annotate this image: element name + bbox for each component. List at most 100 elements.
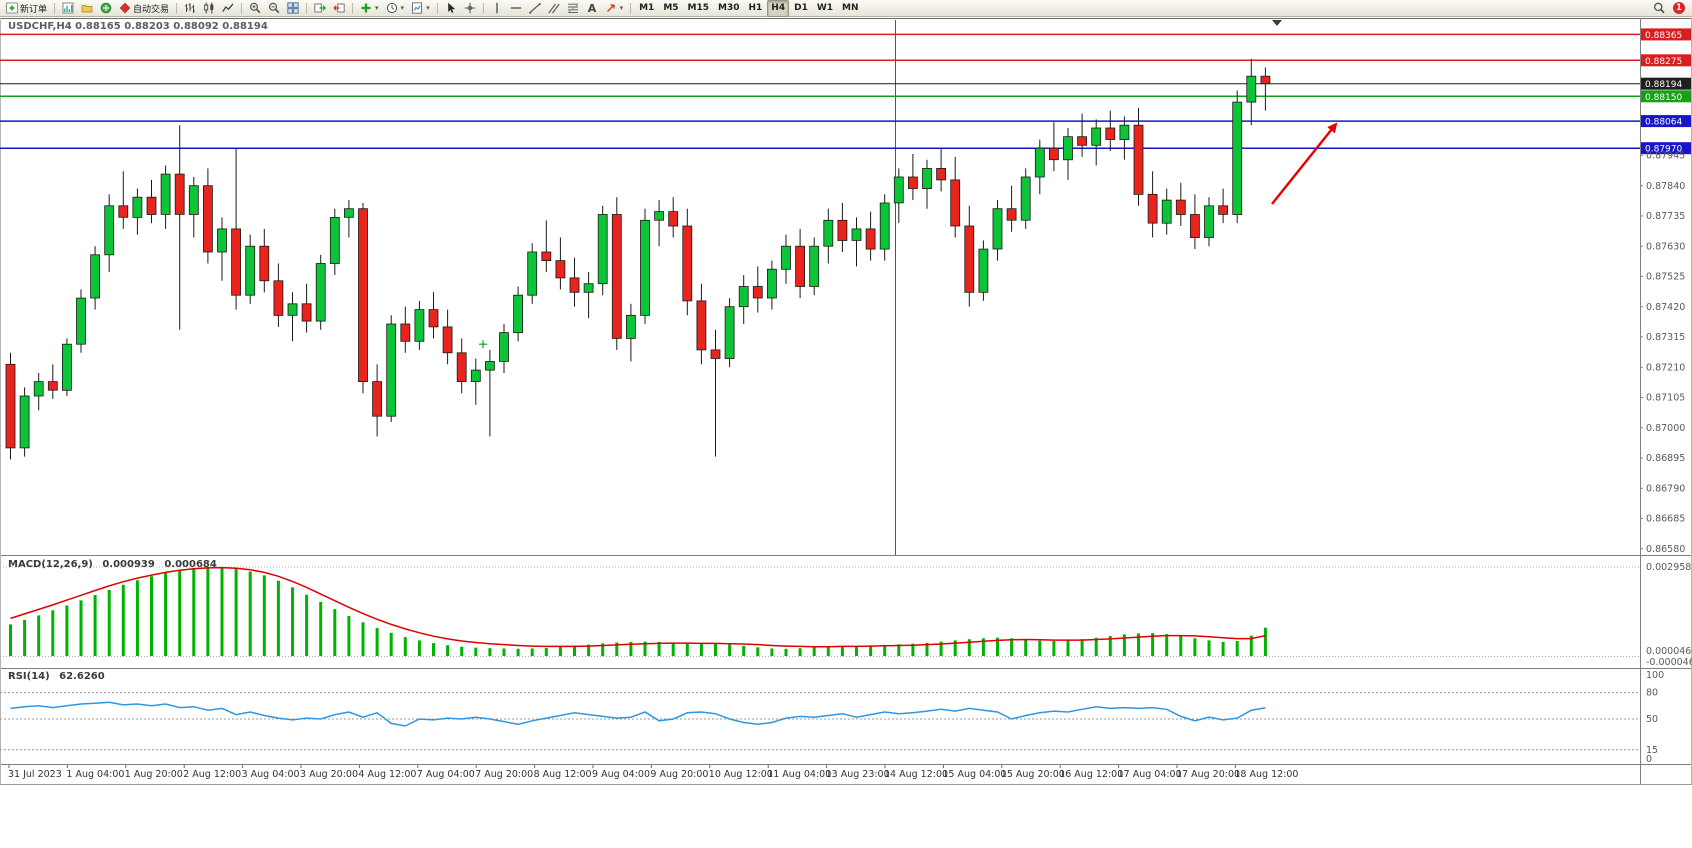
arrow-tool-icon (605, 2, 617, 14)
tile-windows-button[interactable] (284, 0, 302, 17)
svg-text:14 Aug 12:00: 14 Aug 12:00 (884, 769, 948, 780)
templates-button[interactable]: ▾ (408, 0, 433, 17)
candle-body (992, 208, 1003, 250)
auto-scroll-button[interactable] (311, 0, 329, 17)
svg-text:0.87315: 0.87315 (1646, 332, 1685, 343)
indicators-button[interactable]: ▾ (357, 0, 382, 17)
chevron-down-icon: ▾ (400, 4, 405, 12)
candle-body (400, 323, 411, 342)
toolbar-separator (482, 2, 484, 14)
arrows-tool-button[interactable]: ▾ (602, 0, 627, 17)
chevron-down-icon: ▾ (375, 4, 379, 12)
svg-text:3 Aug 20:00: 3 Aug 20:00 (300, 769, 358, 780)
macd-value: 0.000939 (102, 559, 155, 570)
svg-text:0.87210: 0.87210 (1646, 362, 1685, 373)
candle-body (569, 277, 580, 293)
horizontal-line-button[interactable] (507, 0, 525, 17)
candle-body (682, 225, 693, 302)
crosshair-button[interactable] (461, 0, 479, 17)
zoom-out-button[interactable] (265, 0, 283, 17)
zoom-in-button[interactable] (246, 0, 264, 17)
timeframe-button-mn[interactable]: MN (842, 3, 859, 13)
periods-button[interactable]: ▾ (383, 0, 408, 17)
timeframe-button-h4[interactable]: H4 (767, 0, 790, 17)
cursor-button[interactable] (442, 0, 460, 17)
vertical-line-button[interactable] (488, 0, 506, 17)
candle-body (893, 176, 904, 204)
svg-text:9 Aug 04:00: 9 Aug 04:00 (592, 769, 650, 780)
macd-signal-value: 0.000684 (164, 559, 217, 570)
svg-text:A: A (587, 2, 596, 14)
price-tag-0.88365 (1641, 28, 1691, 41)
candle-body (343, 208, 354, 218)
charts-button[interactable] (59, 0, 77, 17)
autotrading-button[interactable]: 自动交易 (116, 0, 172, 17)
candle-body (1204, 205, 1214, 238)
candle-body (1091, 127, 1102, 146)
timeframe-button-m15[interactable]: M15 (687, 3, 710, 13)
svg-text:0.87105: 0.87105 (1646, 393, 1685, 404)
line-chart-button[interactable] (219, 0, 237, 17)
candle-body (386, 323, 397, 417)
timeframe-button-h1[interactable]: H1 (748, 3, 763, 13)
candle-body (908, 176, 918, 189)
svg-text:0.87970: 0.87970 (1645, 145, 1682, 155)
new-order-button[interactable]: 新订单 (3, 0, 50, 17)
channel-icon (547, 2, 560, 14)
candle-body (1020, 176, 1031, 221)
level-lines[interactable]: 0.88365 0.88275 0.88194 0.88150 0.88064 0.879… (0, 28, 1691, 155)
candle-body (287, 303, 298, 316)
timeframe-button-w1[interactable]: W1 (816, 3, 834, 13)
macd-histogram (9, 567, 1267, 656)
candle-body (76, 297, 86, 345)
new-order-label: 新订单 (20, 4, 48, 15)
svg-text:17 Aug 04:00: 17 Aug 04:00 (1118, 769, 1182, 780)
candle-body (527, 251, 538, 296)
notification-badge[interactable]: 1 (1673, 2, 1685, 14)
candle-body (1063, 136, 1073, 161)
candle-body (329, 216, 340, 264)
fibonacci-button[interactable] (564, 0, 582, 17)
candle-body (597, 214, 608, 285)
chart-shift-marker[interactable] (1272, 20, 1282, 26)
text-tool-button[interactable]: A (583, 0, 601, 17)
candle-body (315, 263, 326, 322)
svg-text:50: 50 (1646, 714, 1658, 725)
market-watch-button[interactable] (97, 0, 115, 17)
chart-shift-button[interactable] (330, 0, 348, 17)
candlestick-chart-button[interactable] (200, 0, 218, 17)
timeframe-button-d1[interactable]: D1 (794, 3, 808, 13)
svg-text:18 Aug 12:00: 18 Aug 12:00 (1234, 769, 1298, 780)
channel-button[interactable] (545, 0, 563, 17)
svg-text:0.87420: 0.87420 (1646, 302, 1685, 313)
toolbar-separator (54, 2, 56, 14)
svg-text:17 Aug 20:00: 17 Aug 20:00 (1176, 769, 1240, 780)
svg-text:0.87525: 0.87525 (1646, 272, 1685, 283)
market-watch-icon (100, 2, 112, 14)
trend-arrow-object[interactable] (1271, 122, 1338, 205)
candle-body (442, 326, 453, 354)
profiles-button[interactable] (78, 0, 96, 17)
trendline-button[interactable] (526, 0, 544, 17)
candle-body (837, 219, 848, 241)
candle-body (90, 254, 100, 299)
timeframe-button-m5[interactable]: M5 (663, 3, 679, 13)
candles-layer (5, 58, 1271, 460)
new-order-icon (6, 2, 18, 14)
timeframe-button-m1[interactable]: M1 (639, 3, 655, 13)
svg-text:0.88365: 0.88365 (1645, 31, 1682, 41)
search-button[interactable] (1650, 0, 1668, 17)
bar-chart-button[interactable] (181, 0, 199, 17)
candle-body (738, 286, 749, 308)
svg-text:11 Aug 04:00: 11 Aug 04:00 (767, 769, 831, 780)
timeframe-button-m30[interactable]: M30 (718, 3, 740, 13)
cross-marker[interactable] (479, 340, 487, 349)
candle-body (583, 283, 594, 293)
autotrading-icon (119, 2, 131, 14)
toolbar: 新订单 自动交易 ▾ ▾ ▾ A ▾ M1 M5 M15 M30 H1 H4 D1 W1 MN … (0, 0, 1692, 17)
svg-text:0.88064: 0.88064 (1645, 118, 1682, 128)
candle-body (160, 173, 171, 215)
candle-body (724, 306, 735, 360)
svg-text:13 Aug 23:00: 13 Aug 23:00 (826, 769, 890, 780)
